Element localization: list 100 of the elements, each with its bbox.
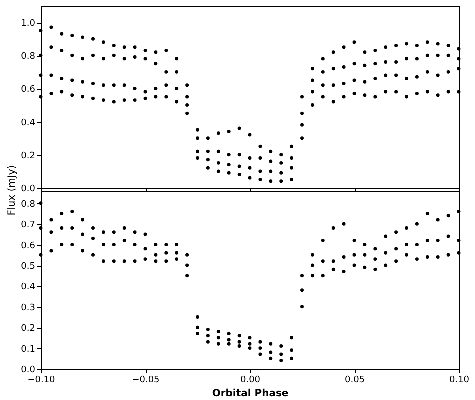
point (102, 40, 106, 44)
point (384, 46, 388, 50)
point (112, 230, 116, 234)
point (238, 126, 242, 130)
point (290, 356, 294, 360)
point (164, 243, 168, 247)
point (269, 160, 273, 164)
y-tick-label: 0.7 (21, 220, 36, 231)
point (227, 342, 231, 346)
point (175, 57, 179, 61)
point (60, 90, 64, 94)
point (258, 170, 262, 174)
point (332, 84, 336, 88)
point (269, 170, 273, 174)
point (321, 260, 325, 264)
point (405, 95, 408, 99)
point (426, 256, 430, 259)
point (133, 260, 137, 264)
point (122, 260, 126, 264)
point (394, 60, 398, 64)
point (426, 212, 430, 216)
y-tick-label: 0.4 (21, 118, 36, 128)
x-tick-label: 0.05 (344, 376, 366, 386)
point (186, 95, 190, 99)
point (290, 336, 294, 340)
point (238, 340, 242, 344)
point (175, 100, 179, 104)
point (50, 92, 54, 96)
x-tick-label: −0.10 (28, 376, 56, 386)
point (300, 136, 304, 140)
point (227, 153, 231, 157)
point (394, 260, 398, 264)
point (426, 238, 430, 242)
point (310, 90, 314, 94)
point (70, 78, 74, 82)
point (352, 78, 356, 82)
y-tick-label: 0.8 (21, 200, 36, 210)
point (290, 156, 294, 160)
point (374, 247, 378, 251)
point (457, 238, 461, 242)
point (342, 270, 346, 274)
point (122, 98, 126, 102)
point (60, 243, 64, 247)
point (112, 100, 116, 104)
point (384, 251, 388, 255)
point (50, 249, 54, 253)
point (92, 253, 95, 257)
point (405, 253, 408, 257)
point (175, 243, 179, 247)
point (154, 50, 158, 54)
point (321, 274, 325, 278)
point (92, 37, 95, 41)
point (70, 226, 74, 230)
point (70, 243, 74, 247)
point (122, 46, 126, 50)
point (70, 210, 74, 214)
point (332, 226, 336, 230)
point (238, 344, 242, 348)
point (39, 226, 43, 230)
point (175, 87, 179, 90)
point (258, 178, 262, 182)
point (280, 180, 284, 184)
point (112, 44, 116, 48)
y-tick-label: 0.3 (21, 303, 36, 314)
point (258, 156, 262, 160)
point (352, 62, 356, 66)
point (342, 82, 346, 86)
point (290, 178, 294, 182)
point (175, 70, 179, 74)
point (81, 232, 85, 236)
point (227, 332, 231, 336)
point (405, 243, 408, 247)
y-tick-label: 0.1 (21, 344, 36, 355)
point (227, 130, 231, 134)
point (342, 46, 346, 50)
point (415, 92, 419, 96)
point (154, 253, 158, 257)
point (363, 94, 367, 98)
point (352, 40, 356, 44)
point (374, 268, 378, 272)
point (352, 238, 356, 242)
point (363, 80, 367, 84)
point (238, 153, 242, 157)
point (206, 328, 210, 332)
point (248, 133, 252, 137)
point (175, 258, 179, 262)
point (60, 32, 64, 36)
point (363, 64, 367, 68)
point (238, 334, 242, 338)
point (164, 84, 168, 88)
point (436, 256, 440, 259)
point (374, 258, 378, 262)
point (102, 98, 106, 102)
point (186, 274, 190, 278)
point (310, 67, 314, 71)
point (310, 264, 314, 268)
point (196, 128, 200, 132)
point (446, 234, 450, 238)
point (300, 274, 304, 278)
point (164, 95, 168, 99)
